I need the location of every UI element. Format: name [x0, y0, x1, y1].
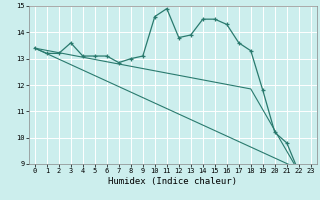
X-axis label: Humidex (Indice chaleur): Humidex (Indice chaleur) — [108, 177, 237, 186]
